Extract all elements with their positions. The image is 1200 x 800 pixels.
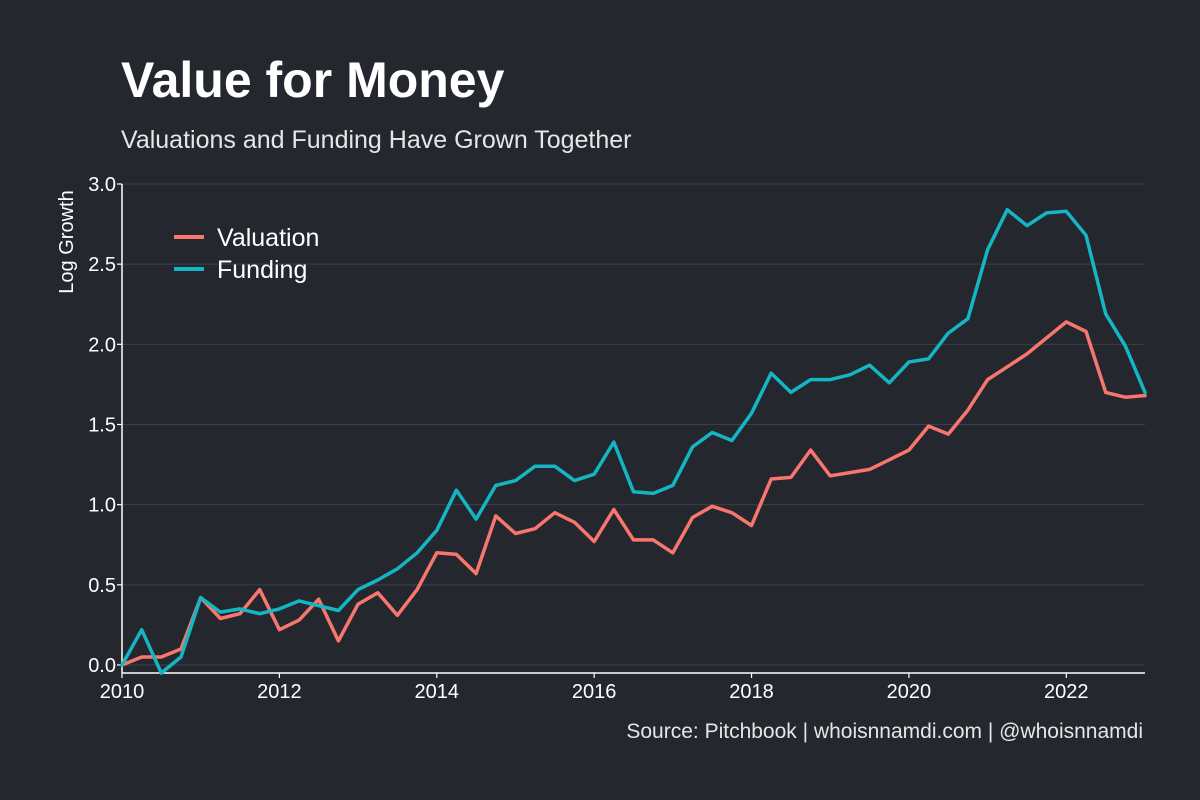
gridlines — [122, 183, 1145, 666]
series-line-funding — [120, 207, 1147, 675]
x-tick-label: 2014 — [415, 681, 460, 703]
legend-label-funding: Funding — [217, 256, 307, 284]
x-axis-ticks: 2010 2012 2014 2016 2018 2020 2022 — [100, 673, 1089, 703]
y-tick-label: 2.0 — [88, 334, 116, 356]
y-tick-label: 0.0 — [88, 655, 116, 677]
y-axis-label: Log Growth — [56, 190, 78, 293]
legend-label-valuation: Valuation — [217, 224, 319, 252]
legend: Valuation Funding — [174, 224, 319, 284]
series-lines — [120, 207, 1147, 675]
y-tick-label: 0.5 — [88, 575, 116, 597]
y-axis-ticks: 0.0 0.5 1.0 1.5 2.0 2.5 3.0 — [88, 174, 122, 677]
x-tick-label: 2018 — [729, 681, 774, 703]
x-tick-label: 2010 — [100, 681, 145, 703]
x-tick-label: 2012 — [257, 681, 302, 703]
y-tick-label: 1.5 — [88, 414, 116, 436]
chart-subtitle: Valuations and Funding Have Grown Togeth… — [121, 126, 632, 154]
source-caption: Source: Pitchbook | whoisnnamdi.com | @w… — [626, 720, 1143, 743]
series-line-valuation — [120, 320, 1147, 667]
x-tick-label: 2020 — [887, 681, 932, 703]
chart-title: Value for Money — [121, 52, 505, 108]
y-tick-label: 1.0 — [88, 495, 116, 517]
y-tick-label: 3.0 — [88, 174, 116, 196]
y-tick-label: 2.5 — [88, 254, 116, 276]
x-tick-label: 2022 — [1044, 681, 1089, 703]
x-tick-label: 2016 — [572, 681, 617, 703]
